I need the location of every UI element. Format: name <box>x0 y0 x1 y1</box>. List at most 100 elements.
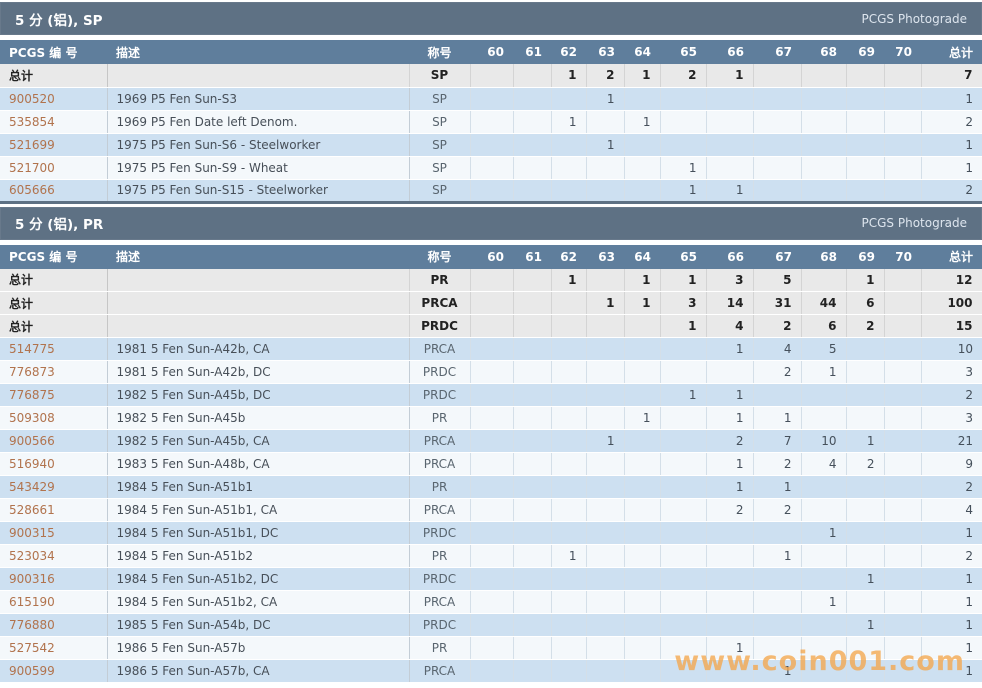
grade-68-cell <box>801 110 847 134</box>
grade-68-cell: 10 <box>801 429 847 453</box>
designation-cell: SP <box>409 87 471 111</box>
section-sp: 5 分 (铝), SP PCGS Photograde PCGS 编 号描述 称号… <box>0 2 982 204</box>
designation-cell: PRCA <box>409 590 471 614</box>
pcgs-number-link[interactable]: 509308 <box>9 411 55 425</box>
grade-67-cell: 2 <box>753 360 802 384</box>
description-cell: 1984 5 Fen Sun-A51b1, DC <box>107 521 410 545</box>
grade-69-cell <box>846 383 885 407</box>
grade-64-cell <box>624 544 661 568</box>
grade-62-cell <box>551 452 587 476</box>
grade-69-cell <box>846 659 885 683</box>
grade-69-cell <box>846 133 885 157</box>
grade-68-cell <box>801 567 847 591</box>
description-cell <box>107 64 410 88</box>
grade-68-cell <box>801 87 847 111</box>
designation-cell: SP <box>409 133 471 157</box>
grade-65-cell <box>660 659 707 683</box>
pcgs-number-link[interactable]: 900599 <box>9 664 55 678</box>
grade-69-cell <box>846 636 885 660</box>
grade-61-cell <box>513 291 552 315</box>
grade-65-cell <box>660 110 707 134</box>
pcgs-number-link[interactable]: 900520 <box>9 91 55 106</box>
grade-70-cell <box>884 314 922 338</box>
data-row: 523034 1984 5 Fen Sun-A51b2 PR 1 1 2 <box>0 544 982 568</box>
pcgs-number-cell: 776875 <box>0 383 108 407</box>
section-title-bar: 5 分 (铝), SP PCGS Photograde <box>0 2 982 35</box>
col-header-grade-61: 61 <box>513 244 551 269</box>
pcgs-number-link[interactable]: 523034 <box>9 549 55 563</box>
pcgs-number-link[interactable]: 527542 <box>9 641 55 655</box>
pcgs-number-link[interactable]: 516940 <box>9 457 55 471</box>
pcgs-number-link[interactable]: 776880 <box>9 618 55 632</box>
pcgs-number-link[interactable]: 776873 <box>9 365 55 379</box>
grade-68-cell <box>801 498 847 522</box>
section-title-bar: 5 分 (铝), PR PCGS Photograde <box>0 206 982 240</box>
pcgs-number-link[interactable]: 521699 <box>9 137 55 152</box>
grade-68-cell: 44 <box>801 291 847 315</box>
grade-62-cell <box>551 87 587 111</box>
pcgs-number-cell: 527542 <box>0 636 108 660</box>
grade-65-cell: 1 <box>660 179 707 203</box>
pcgs-number-link[interactable]: 900316 <box>9 572 55 586</box>
total-cell: 1 <box>921 567 982 591</box>
grade-66-cell <box>706 87 754 111</box>
description-cell: 1981 5 Fen Sun-A42b, CA <box>107 337 410 361</box>
grade-60-cell <box>470 613 514 637</box>
grade-65-cell <box>660 475 707 499</box>
grade-66-cell: 3 <box>706 268 754 292</box>
designation-cell: PR <box>409 636 471 660</box>
photograde-link[interactable]: PCGS Photograde <box>861 11 967 26</box>
grade-62-cell <box>551 156 587 180</box>
pcgs-number-link[interactable]: 615190 <box>9 595 55 609</box>
col-header-total: 总计 <box>921 40 982 64</box>
grade-60-cell <box>470 64 514 88</box>
pcgs-number-link[interactable]: 543429 <box>9 480 55 494</box>
pcgs-number-link[interactable]: 605666 <box>9 183 55 197</box>
grade-65-cell: 1 <box>660 268 707 292</box>
grade-70-cell <box>884 291 922 315</box>
grade-70-cell <box>884 659 922 683</box>
pcgs-number-link[interactable]: 535854 <box>9 114 55 129</box>
designation-cell: PRDC <box>409 360 471 384</box>
grade-64-cell: 1 <box>624 406 661 430</box>
data-row: 900315 1984 5 Fen Sun-A51b1, DC PRDC 1 1 <box>0 521 982 545</box>
col-header-pcgs-number: PCGS 编 号 <box>0 244 107 269</box>
pcgs-number-link[interactable]: 528661 <box>9 503 55 517</box>
total-row: 总计 PRCA 1 1 3 14 31 44 6 100 <box>0 291 982 315</box>
grade-66-cell: 1 <box>706 452 754 476</box>
pcgs-number-link[interactable]: 514775 <box>9 342 55 356</box>
grade-64-cell: 1 <box>624 291 661 315</box>
grade-64-cell <box>624 360 661 384</box>
data-row: 900520 1969 P5 Fen Sun-S3 SP 1 1 <box>0 87 982 111</box>
pcgs-number-link[interactable]: 900566 <box>9 434 55 448</box>
grade-65-cell <box>660 613 707 637</box>
grade-61-cell <box>513 314 552 338</box>
grade-69-cell: 2 <box>846 452 885 476</box>
pcgs-number-cell: 776873 <box>0 360 108 384</box>
pcgs-number-link[interactable]: 521700 <box>9 160 55 175</box>
grade-66-cell <box>706 590 754 614</box>
grade-63-cell <box>586 179 625 203</box>
grade-69-cell <box>846 156 885 180</box>
section-pr: 5 分 (铝), PR PCGS Photograde PCGS 编 号描述 称号… <box>0 206 982 683</box>
grade-68-cell <box>801 544 847 568</box>
photograde-link[interactable]: PCGS Photograde <box>861 216 967 230</box>
pcgs-number-cell: 605666 <box>0 179 108 203</box>
col-header-grade-70: 70 <box>884 40 921 64</box>
grade-62-cell: 1 <box>551 544 587 568</box>
grade-63-cell <box>586 110 625 134</box>
grade-60-cell <box>470 360 514 384</box>
grade-60-cell <box>470 406 514 430</box>
total-cell: 1 <box>921 613 982 637</box>
grade-67-cell: 5 <box>753 268 802 292</box>
pcgs-number-link[interactable]: 900315 <box>9 526 55 540</box>
col-header-grade-70: 70 <box>884 244 921 269</box>
col-header-grade-62: 62 <box>551 40 586 64</box>
grade-63-cell <box>586 314 625 338</box>
header-row: PCGS 编 号描述 称号 60 61 62 63 64 65 66 67 68 69 70 总计 <box>0 40 982 64</box>
grade-68-cell <box>801 475 847 499</box>
pcgs-number-link[interactable]: 776875 <box>9 388 55 402</box>
grade-64-cell <box>624 452 661 476</box>
grade-68-cell <box>801 636 847 660</box>
header-row: PCGS 编 号描述 称号 60 61 62 63 64 65 66 67 68 69 70 总计 <box>0 244 982 269</box>
